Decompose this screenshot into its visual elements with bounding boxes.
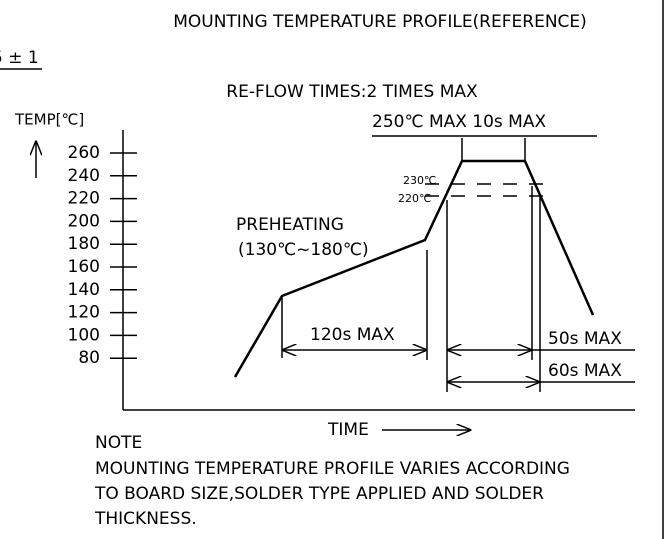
y-tick-label: 220 — [68, 189, 100, 209]
y-label: TEMP[℃] — [14, 111, 84, 129]
profile — [233, 159, 595, 378]
x-label: TIME — [327, 420, 369, 440]
label-220: 220℃ — [398, 192, 431, 205]
y-tick-label: 120 — [68, 303, 100, 323]
y-tick-label: 100 — [68, 325, 100, 345]
preheat-range: (130℃~180℃) — [238, 240, 369, 260]
note-heading: NOTE — [95, 433, 142, 453]
peak: 250℃ MAX 10s MAX — [372, 112, 546, 132]
label-230: 230℃ — [403, 174, 436, 187]
y-tick-label: 140 — [68, 280, 100, 300]
title: MOUNTING TEMPERATURE PROFILE(REFERENCE) — [173, 12, 587, 32]
time-50: 50s MAX — [548, 329, 622, 349]
y-tick-label: 180 — [68, 234, 100, 254]
preheat-time: 120s MAX — [310, 325, 395, 345]
y-tick-label: 80 — [78, 348, 100, 368]
preheat: PREHEATING — [236, 215, 344, 235]
note-line: TO BOARD SIZE,SOLDER TYPE APPLIED AND SO… — [94, 484, 544, 504]
time-60: 60s MAX — [548, 361, 622, 381]
y-tick-label: 160 — [68, 257, 100, 277]
subtitle: RE-FLOW TIMES:2 TIMES MAX — [226, 82, 478, 102]
y-tick-label: 200 — [68, 211, 100, 231]
y-tick-label: 260 — [68, 143, 100, 163]
note-line: MOUNTING TEMPERATURE PROFILE VARIES ACCO… — [95, 459, 570, 479]
fragment: 5 ± 1 — [0, 48, 39, 68]
y-tick-label: 240 — [68, 166, 100, 186]
note-line: THICKNESS. — [94, 509, 197, 529]
